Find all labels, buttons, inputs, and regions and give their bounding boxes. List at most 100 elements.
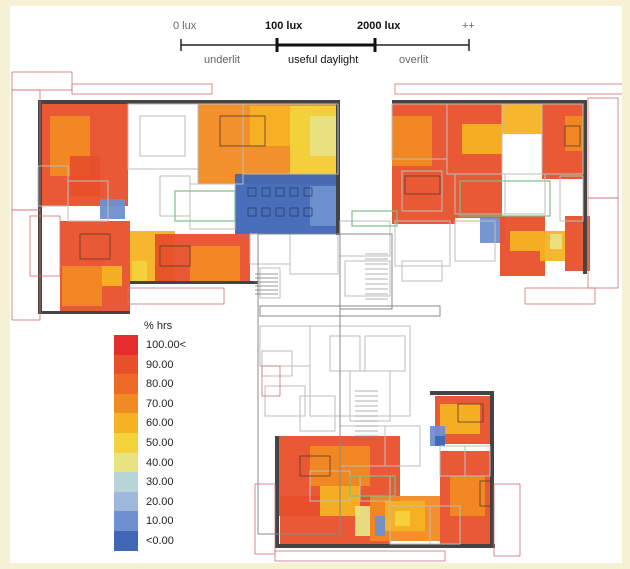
legend-swatch: [114, 335, 138, 355]
furniture: [275, 187, 285, 197]
heat-patch: [70, 156, 100, 196]
legend-label: 70.00: [146, 397, 174, 410]
site-outline: [11, 209, 41, 321]
scale-band-useful: useful daylight: [288, 54, 359, 66]
legend-swatch: [114, 452, 138, 473]
site-outline: [11, 71, 73, 91]
heat-patch: [510, 231, 540, 251]
heat-patch: [310, 116, 338, 156]
room-outline: [454, 220, 496, 262]
heat-patch: [395, 511, 410, 526]
room-outline: [394, 220, 451, 267]
corridor-outline: [339, 233, 393, 310]
legend-swatch: [114, 354, 138, 375]
scale-label-0-lux: 0 lux: [173, 20, 197, 32]
room-outline: [384, 425, 421, 467]
exterior-wall: [38, 100, 340, 104]
furniture: [219, 115, 266, 147]
heat-patch: [102, 266, 122, 286]
scale-band-overlit: overlit: [399, 54, 429, 66]
daylight-scale: [180, 38, 470, 52]
room-outline: [464, 445, 491, 477]
room-outline: [559, 175, 584, 222]
exterior-wall: [275, 436, 279, 548]
furniture: [303, 207, 313, 217]
room-outline: [541, 103, 584, 175]
legend-label: 40.00: [146, 456, 174, 469]
furniture: [404, 175, 441, 195]
heat-patch: [450, 476, 485, 516]
furniture: [303, 187, 313, 197]
heat-patch: [62, 266, 102, 306]
heat-patch: [462, 124, 502, 154]
legend-swatch: [114, 413, 138, 434]
heat-patch: [100, 199, 125, 219]
room-outline: [67, 180, 109, 222]
drawing-canvas: 0 lux 100 lux 2000 lux ++ underlit usefu…: [10, 6, 622, 563]
heat-patch: [435, 436, 445, 446]
room-outline: [139, 115, 186, 157]
site-outline: [394, 83, 622, 95]
scale-label-2000-lux: 2000 lux: [357, 20, 401, 32]
heat-patch: [375, 516, 385, 536]
legend-swatch: [114, 531, 138, 551]
legend-label: 80.00: [146, 378, 174, 391]
furniture: [457, 403, 484, 423]
balcony-frame: [459, 180, 551, 217]
balcony-frame: [174, 190, 236, 222]
legend-label: 60.00: [146, 417, 174, 430]
corridor-outline: [259, 305, 441, 317]
site-outline: [127, 287, 225, 305]
legend-swatch: [114, 374, 138, 395]
exterior-wall: [392, 100, 587, 104]
balcony-frame: [351, 210, 398, 227]
legend-swatch: [114, 472, 138, 493]
heat-patch: [190, 246, 240, 281]
scale-label-max: ++: [462, 20, 475, 32]
site-outline: [274, 550, 446, 562]
furniture: [159, 245, 191, 267]
heat-patch: [355, 506, 370, 536]
heat-patch: [502, 104, 542, 134]
furniture: [247, 207, 257, 217]
room-outline: [401, 170, 443, 212]
exterior-wall: [60, 311, 130, 314]
heat-patch: [550, 234, 562, 249]
furniture: [289, 187, 299, 197]
legend-label: 100.00<: [146, 339, 187, 351]
room-outline: [289, 233, 339, 275]
site-outline: [587, 197, 619, 289]
room-outline: [344, 260, 391, 297]
furniture: [299, 455, 331, 477]
site-outline: [524, 287, 596, 305]
corridor-outline: [257, 233, 341, 535]
legend-swatch: [114, 393, 138, 414]
room-outline: [249, 233, 291, 265]
exterior-wall: [583, 100, 587, 274]
furniture: [261, 187, 271, 197]
legend-label: <0.00: [146, 535, 174, 547]
legend-label: 90.00: [146, 358, 174, 371]
exterior-wall: [430, 391, 494, 395]
legend-label: 10.00: [146, 515, 174, 528]
room-outline: [429, 505, 461, 545]
room-outline: [264, 385, 306, 417]
balcony-frame: [349, 475, 396, 497]
plan-linework: [11, 71, 622, 562]
heat-patch: [310, 186, 340, 226]
legend-label: 30.00: [146, 476, 174, 489]
exterior-wall: [490, 391, 494, 548]
room-outline: [259, 267, 281, 299]
floor-plan: [11, 71, 622, 562]
furniture: [247, 187, 257, 197]
heat-patch: [440, 404, 480, 434]
furniture: [479, 480, 493, 507]
room-outline: [401, 260, 443, 282]
site-outline: [11, 89, 41, 211]
legend-swatch: [114, 433, 138, 453]
room-outline: [242, 103, 339, 175]
exterior-wall: [130, 281, 258, 284]
site-outline: [254, 483, 276, 555]
heat-patch: [565, 116, 587, 151]
legend-label: 20.00: [146, 495, 174, 508]
